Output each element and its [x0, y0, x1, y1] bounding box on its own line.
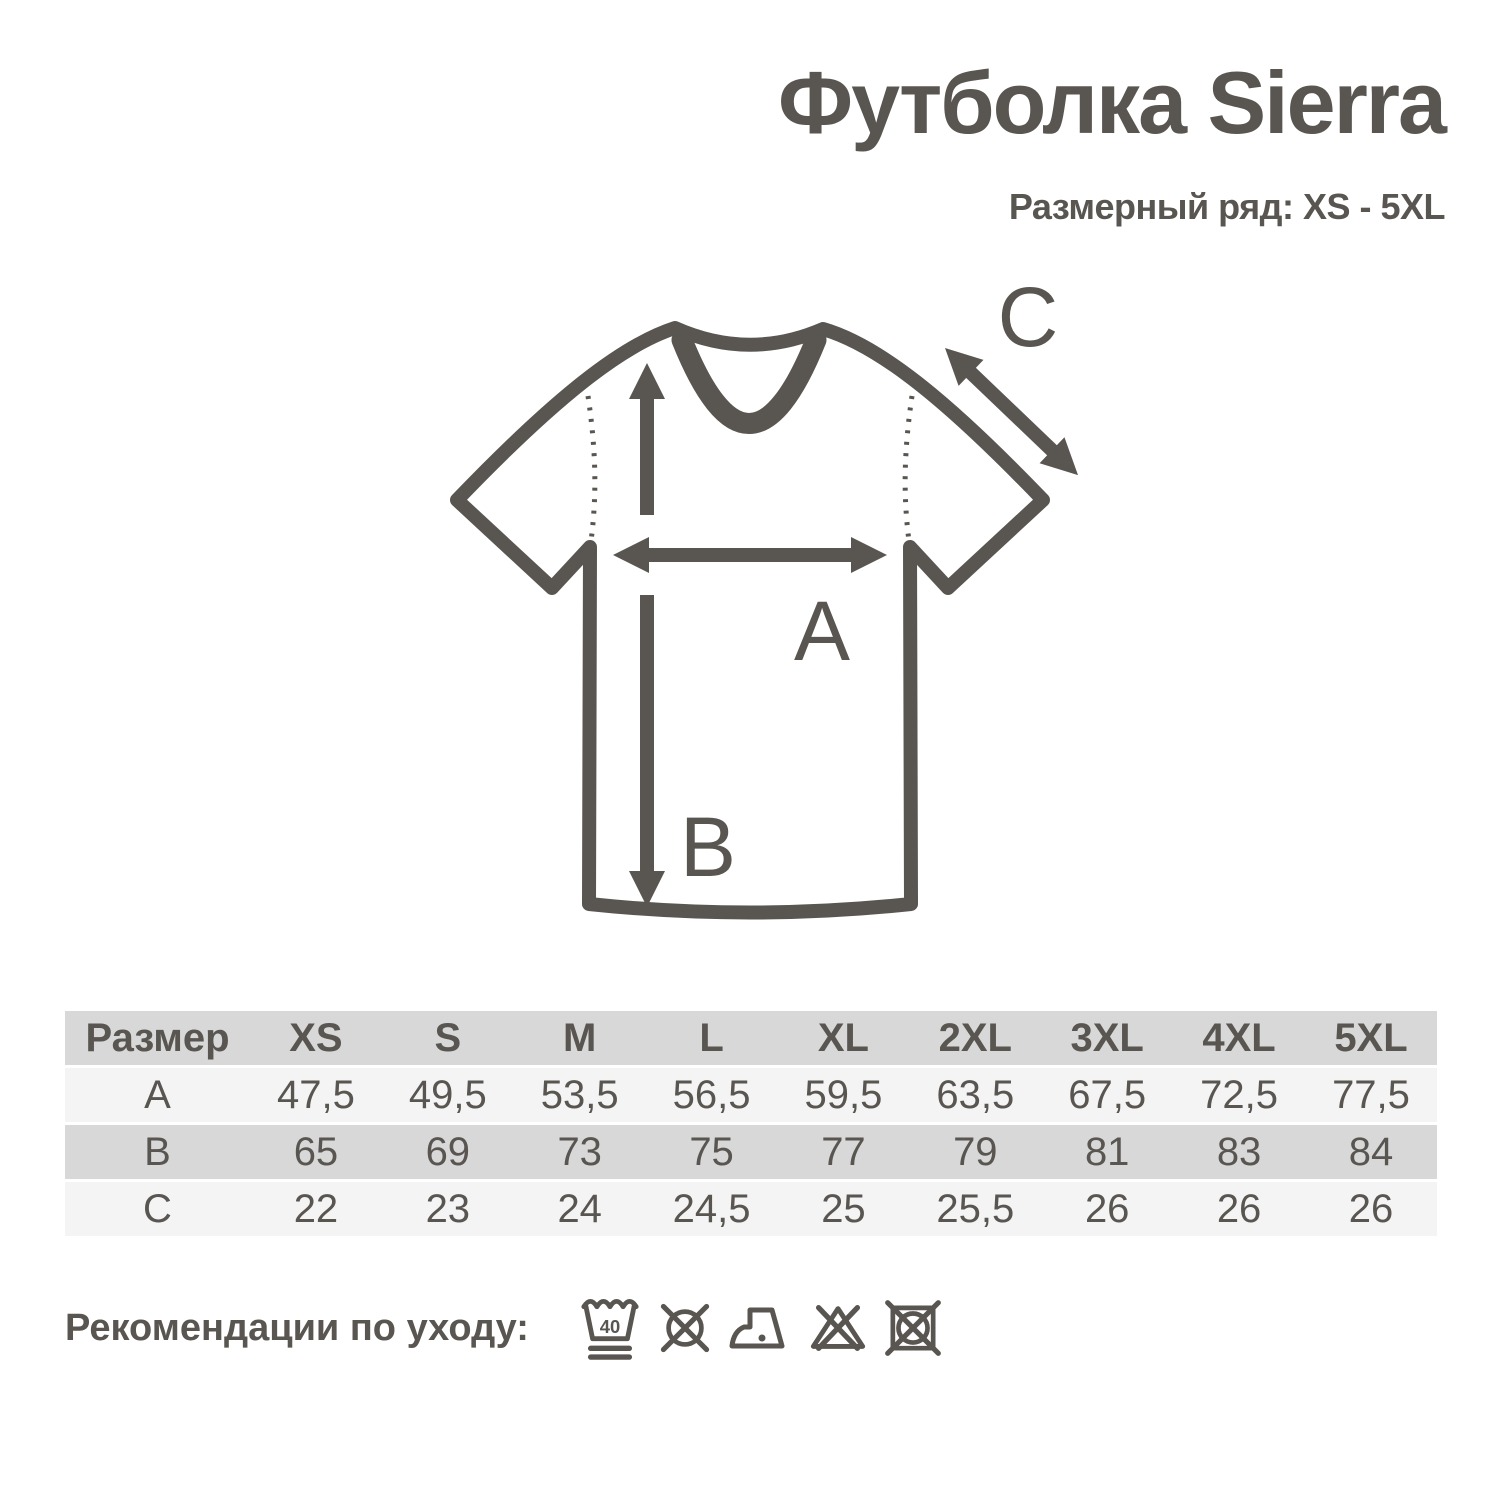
size-table: Размер XS S M L XL 2XL 3XL 4XL 5XL A 47,… [65, 1008, 1437, 1239]
measurement-arrow-b [629, 363, 665, 907]
measurement-label-b: B [680, 800, 736, 894]
cell: 75 [645, 1125, 778, 1179]
iron-one-dot-icon [729, 1307, 785, 1349]
cell: 69 [381, 1125, 514, 1179]
cell: 67,5 [1041, 1068, 1174, 1122]
col-header-xl: XL [777, 1011, 910, 1065]
cell: 73 [513, 1125, 646, 1179]
cell: 24 [513, 1182, 646, 1236]
wash-temperature: 40 [600, 1316, 620, 1337]
row-label: B [65, 1125, 250, 1179]
col-header-m: M [513, 1011, 646, 1065]
cell: 26 [1305, 1182, 1437, 1236]
care-instructions-label: Рекомендации по уходу: [65, 1306, 529, 1349]
care-instructions: Рекомендации по уходу: 40 [65, 1282, 943, 1374]
cell: 59,5 [777, 1068, 910, 1122]
cell: 47,5 [250, 1068, 382, 1122]
cell: 81 [1041, 1125, 1174, 1179]
col-header-3xl: 3XL [1041, 1011, 1174, 1065]
cell: 83 [1173, 1125, 1305, 1179]
cell: 26 [1041, 1182, 1174, 1236]
do-not-bleach-icon [810, 1304, 866, 1352]
row-label: C [65, 1182, 250, 1236]
cell: 49,5 [381, 1068, 514, 1122]
cell: 84 [1305, 1125, 1437, 1179]
col-header-2xl: 2XL [909, 1011, 1042, 1065]
cell: 25,5 [909, 1182, 1042, 1236]
cell: 77,5 [1305, 1068, 1437, 1122]
cell: 25 [777, 1182, 910, 1236]
product-title: Футболка Sierra [778, 53, 1447, 152]
size-row-b: B 65 69 73 75 77 79 81 83 84 [65, 1125, 1437, 1179]
cell: 72,5 [1173, 1068, 1305, 1122]
tshirt-measurement-diagram: A B C [450, 270, 1079, 920]
cell: 23 [381, 1182, 514, 1236]
cell: 63,5 [909, 1068, 1042, 1122]
measurement-label-a: A [794, 584, 850, 678]
care-icons-row: 40 [579, 1293, 943, 1363]
col-header-s: S [381, 1011, 514, 1065]
size-row-c: C 22 23 24 24,5 25 25,5 26 26 26 [65, 1182, 1437, 1236]
size-range-subtitle: Размерный ряд: XS - 5XL [1008, 186, 1446, 227]
cell: 26 [1173, 1182, 1305, 1236]
col-header-5xl: 5XL [1305, 1011, 1437, 1065]
measurement-arrow-c [945, 348, 1079, 476]
cell: 24,5 [645, 1182, 778, 1236]
col-header-4xl: 4XL [1173, 1011, 1305, 1065]
wash-40-mild-icon: 40 [581, 1298, 639, 1360]
row-label: A [65, 1068, 250, 1122]
size-row-a: A 47,5 49,5 53,5 56,5 59,5 63,5 67,5 72,… [65, 1068, 1437, 1122]
measurement-label-c: C [998, 270, 1059, 364]
col-header-l: L [645, 1011, 778, 1065]
cell: 65 [250, 1125, 382, 1179]
col-header-xs: XS [250, 1011, 382, 1065]
cell: 79 [909, 1125, 1042, 1179]
measurement-arrow-a [613, 537, 887, 573]
do-not-tumble-dry-icon [885, 1300, 941, 1356]
table-header-row: Размер XS S M L XL 2XL 3XL 4XL 5XL [65, 1011, 1437, 1065]
cell: 77 [777, 1125, 910, 1179]
do-not-dry-clean-icon [660, 1303, 710, 1353]
cell: 56,5 [645, 1068, 778, 1122]
cell: 53,5 [513, 1068, 646, 1122]
cell: 22 [250, 1182, 382, 1236]
collar-arc [671, 329, 827, 434]
col-header-size: Размер [65, 1011, 250, 1065]
